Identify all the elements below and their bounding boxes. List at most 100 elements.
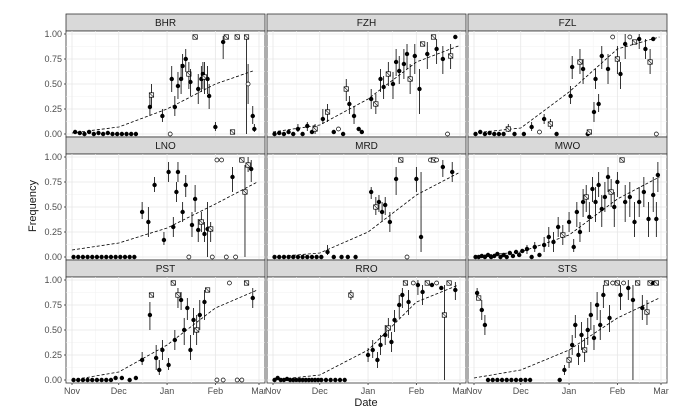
data-point xyxy=(175,83,181,89)
x-tick-label: Dec xyxy=(312,386,329,396)
data-point-open xyxy=(220,377,226,383)
data-point-square-mark xyxy=(577,59,583,65)
data-point-square-mark xyxy=(632,39,637,45)
data-point xyxy=(418,234,424,240)
data-point xyxy=(618,71,623,77)
data-point-square-mark xyxy=(244,280,249,286)
panel-bhr: BHR 0.00 0.25 0.50 0.75 1.00 xyxy=(44,13,266,139)
data-point xyxy=(189,222,195,228)
data-point xyxy=(99,377,104,383)
x-tick-label: Jan xyxy=(361,386,376,396)
data-point xyxy=(513,249,519,255)
x-tick-label: Mar xyxy=(653,386,669,396)
data-point xyxy=(524,246,530,252)
x-tick-label: Mar xyxy=(452,386,468,396)
data-point xyxy=(387,219,393,225)
y-tick-label: 0.75 xyxy=(44,54,62,64)
data-point-square-mark xyxy=(547,121,553,127)
data-point xyxy=(453,34,458,40)
data-point xyxy=(495,377,500,383)
data-point xyxy=(80,254,86,260)
data-point xyxy=(640,305,645,311)
data-point xyxy=(554,131,559,137)
data-point xyxy=(351,113,357,119)
panel-title: STS xyxy=(558,264,578,275)
y-axis-title: Frequency xyxy=(27,180,39,232)
data-point xyxy=(627,194,633,200)
data-point-square-mark xyxy=(560,232,566,238)
data-point xyxy=(122,254,128,260)
data-point xyxy=(71,377,76,383)
data-point xyxy=(492,253,497,259)
data-point xyxy=(309,254,315,260)
data-point xyxy=(654,216,659,222)
data-point-open xyxy=(214,157,220,163)
panel-fzl: FZL xyxy=(467,13,668,138)
data-point xyxy=(96,130,101,136)
data-point-square-mark xyxy=(446,280,452,286)
data-point xyxy=(607,315,612,321)
data-point xyxy=(272,377,277,383)
data-point xyxy=(325,249,330,255)
data-point xyxy=(510,253,516,259)
data-point xyxy=(180,63,185,69)
data-point xyxy=(205,76,210,82)
data-point-square-mark xyxy=(644,309,650,315)
data-point xyxy=(160,113,165,119)
data-point xyxy=(86,129,92,135)
data-point-open xyxy=(445,131,450,137)
data-point xyxy=(90,254,95,260)
data-point xyxy=(594,302,600,308)
data-point xyxy=(196,86,201,92)
data-point-open xyxy=(653,131,659,137)
x-tick-label: Jan xyxy=(160,386,175,396)
panel-title: FZH xyxy=(357,18,376,29)
data-point xyxy=(518,377,523,383)
data-point-open xyxy=(209,254,215,260)
data-point xyxy=(499,377,505,383)
data-point xyxy=(580,199,586,205)
data-point xyxy=(587,214,592,220)
data-point xyxy=(529,254,534,260)
data-point xyxy=(482,131,488,137)
panel-rro: RRO Nov Dec Jan Feb Mar xyxy=(265,259,468,396)
x-tick-label: Dec xyxy=(513,386,530,396)
data-point-square-mark xyxy=(614,56,620,62)
panel-mwo: MWO xyxy=(467,136,668,261)
y-tick-label: 0.75 xyxy=(44,300,62,310)
data-point xyxy=(440,56,446,62)
x-tick-label: Nov xyxy=(64,386,81,396)
data-point xyxy=(169,76,174,82)
data-point xyxy=(602,194,608,200)
data-point xyxy=(632,219,637,225)
data-point xyxy=(319,377,324,383)
data-point-square-mark xyxy=(566,357,572,363)
data-point xyxy=(345,254,350,260)
x-axis-title: Date xyxy=(354,397,377,409)
data-point xyxy=(72,129,78,135)
data-point-square-mark xyxy=(448,53,454,59)
data-point xyxy=(529,124,534,130)
y-tick-label: 1.00 xyxy=(44,29,62,39)
data-point xyxy=(630,297,636,303)
data-point xyxy=(77,130,82,136)
data-point xyxy=(320,116,326,122)
data-point-square-mark xyxy=(614,280,620,286)
data-point xyxy=(305,123,310,129)
data-point xyxy=(365,352,371,358)
y-tick-label: 0.75 xyxy=(44,177,62,187)
data-point-open xyxy=(233,254,238,260)
data-point xyxy=(281,131,287,137)
panel-title: PST xyxy=(156,264,175,275)
data-point xyxy=(596,182,601,188)
data-point xyxy=(588,312,594,318)
facet-panels: BHR 0.00 0.25 0.50 0.75 1.00 FZH FZL LNO 0.00 0.25… xyxy=(44,13,669,396)
data-point xyxy=(571,244,576,250)
data-point-open xyxy=(434,280,439,286)
data-point xyxy=(82,131,87,137)
data-point xyxy=(249,166,254,172)
data-point-open xyxy=(537,129,542,135)
data-point xyxy=(485,252,491,258)
data-point xyxy=(593,76,598,82)
data-point xyxy=(512,131,517,137)
